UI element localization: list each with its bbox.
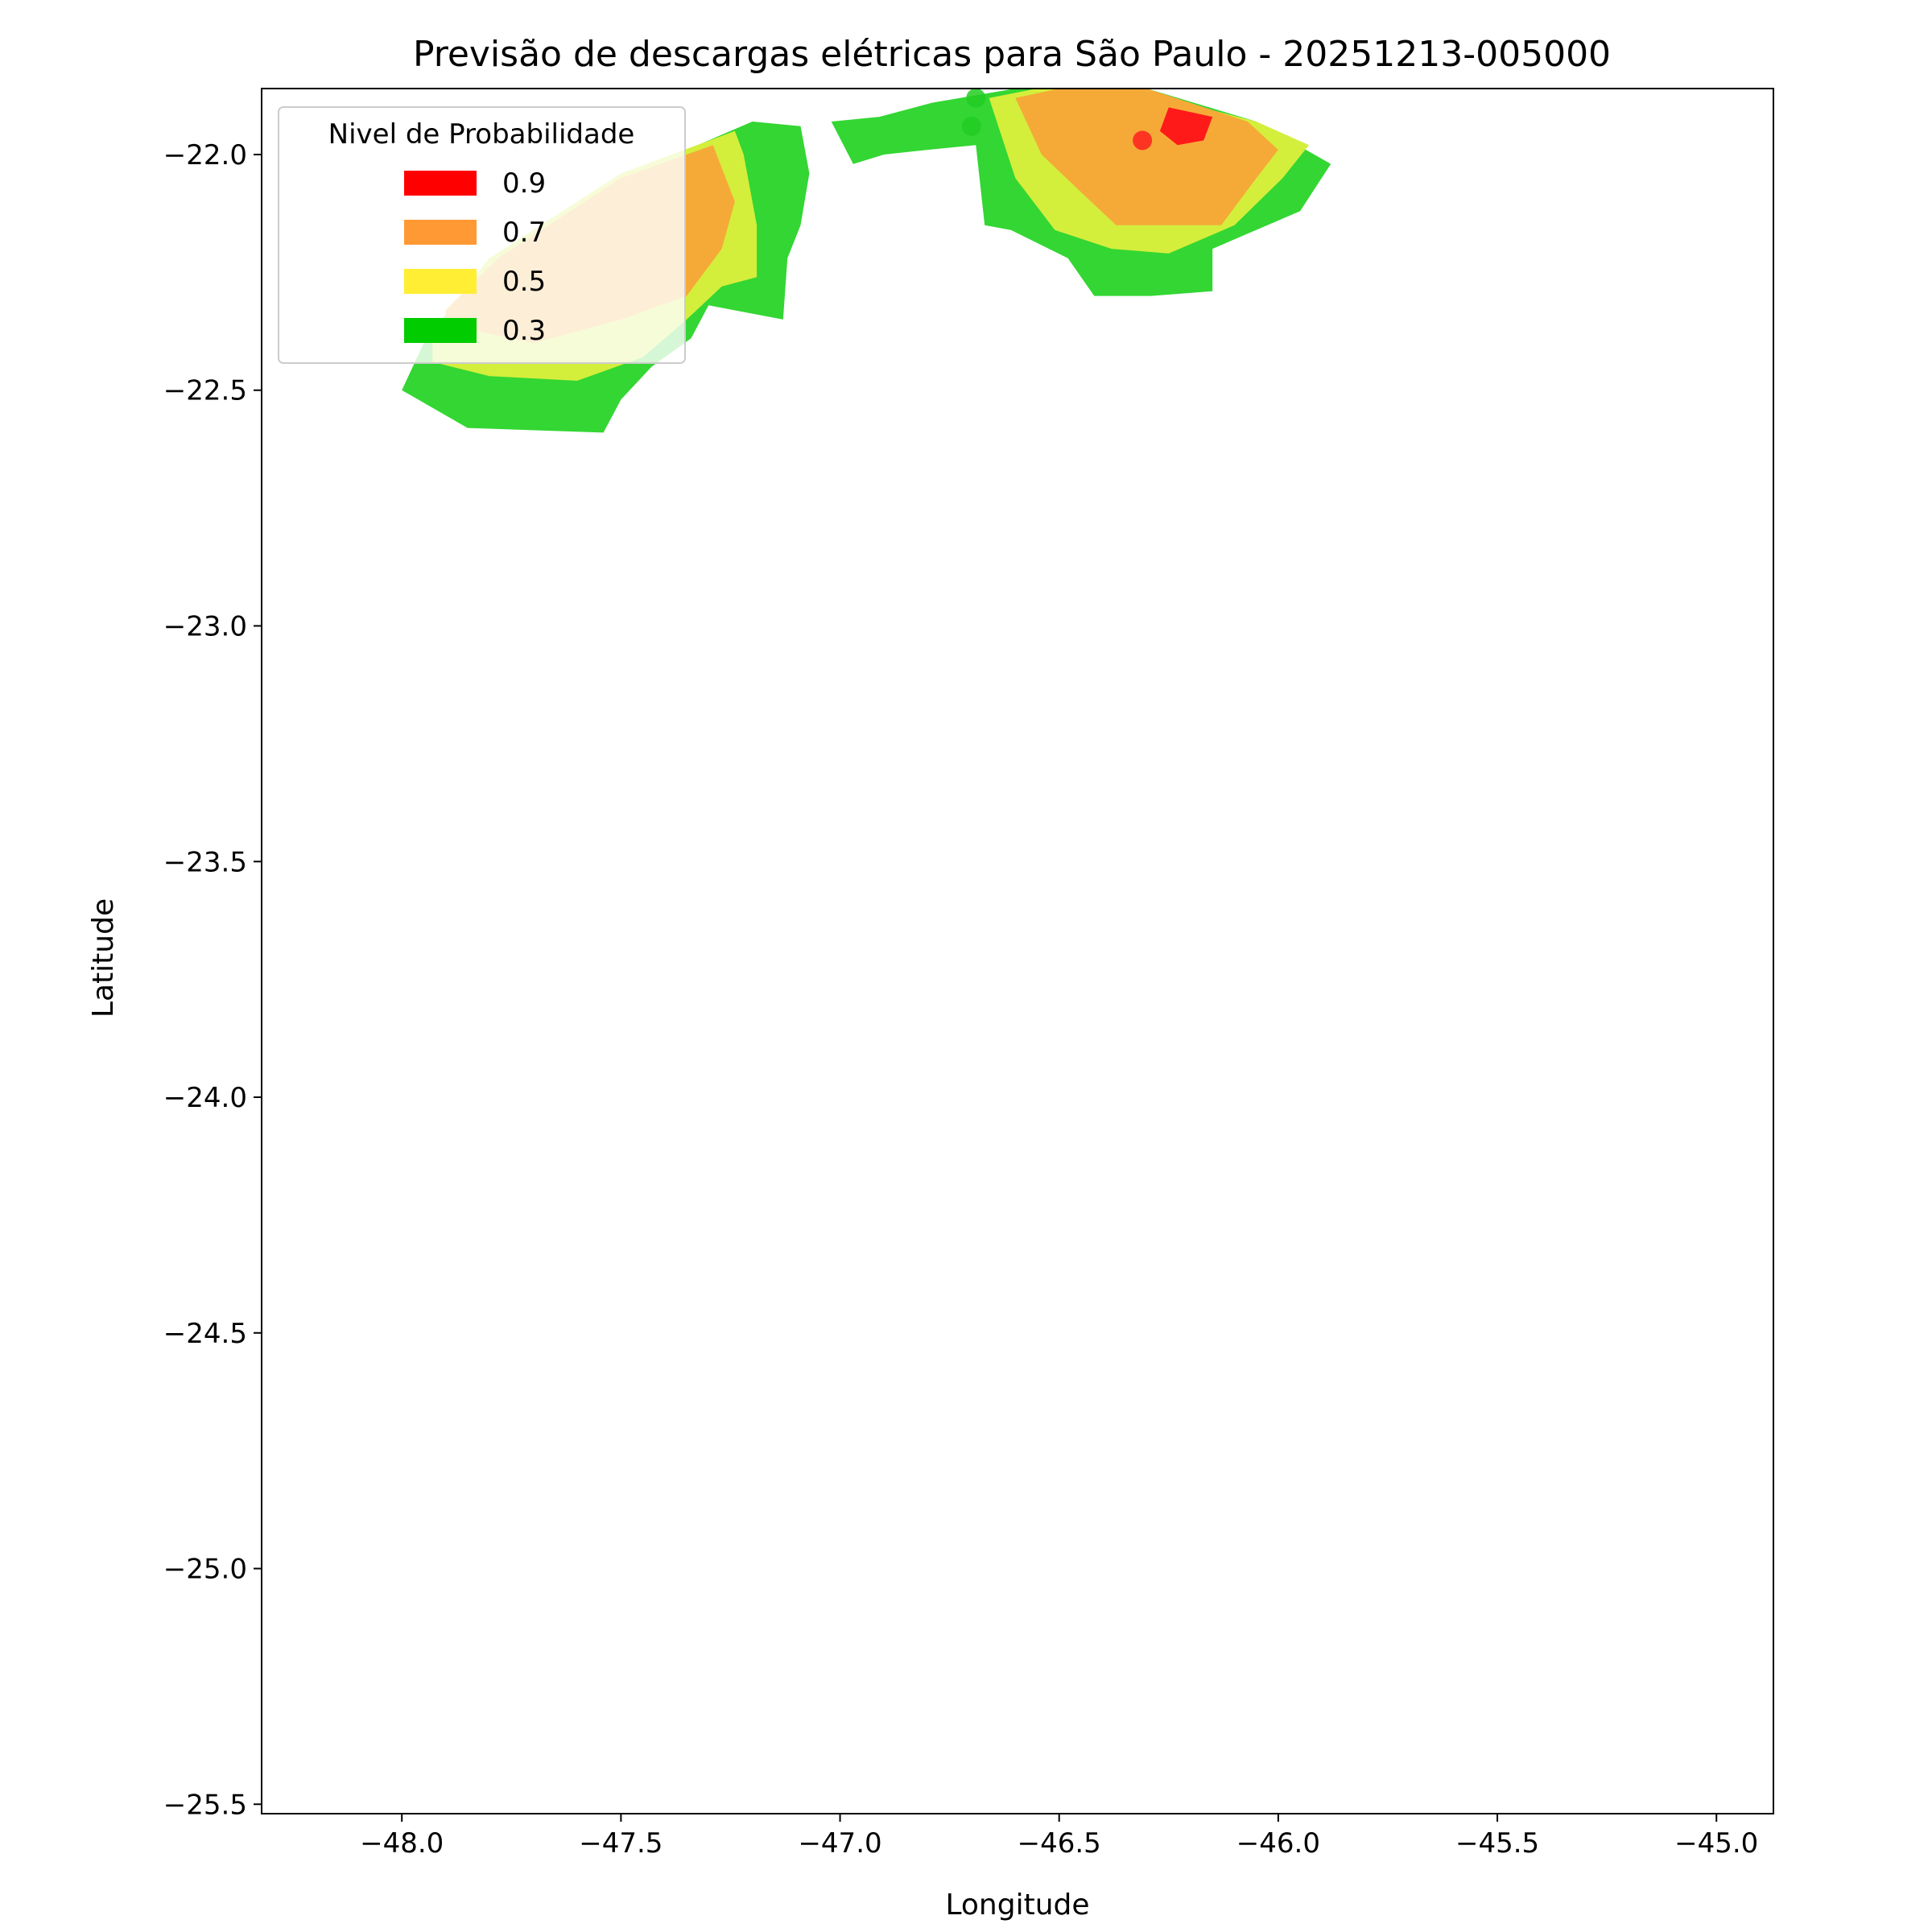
x-tick-label: −47.5 — [579, 1827, 663, 1860]
legend-entry-label: 0.3 — [502, 315, 546, 347]
y-tick-label: −24.0 — [163, 1082, 247, 1114]
legend-swatch-0 — [404, 171, 477, 196]
legend-entry-label: 0.7 — [502, 217, 546, 249]
plot-frame — [261, 88, 1774, 1814]
legend-entry-label: 0.9 — [502, 167, 546, 200]
strike-point-2 — [961, 116, 981, 136]
y-tick-label: −23.0 — [163, 610, 247, 642]
legend: Nivel de Probabilidade 0.9 0.7 0.5 0.3 — [278, 106, 686, 364]
strike-point-0 — [1133, 130, 1153, 151]
strike-point-1 — [966, 89, 986, 108]
x-tick-label: −46.5 — [1018, 1827, 1101, 1860]
x-tick-label: −48.0 — [360, 1827, 444, 1860]
region-0-9-6 — [1159, 107, 1213, 146]
y-tick-label: −23.5 — [163, 846, 247, 878]
chart-title: Previsão de descargas elétricas para São… — [413, 34, 1611, 75]
legend-box — [278, 106, 686, 364]
region-0-7-5 — [1015, 89, 1278, 225]
x-tick-label: −45.5 — [1455, 1827, 1539, 1860]
y-tick-label: −22.0 — [163, 139, 247, 171]
x-tick-label: −47.0 — [798, 1827, 881, 1860]
y-tick-label: −25.0 — [163, 1554, 247, 1586]
legend-swatch-3 — [404, 318, 477, 343]
x-axis-label: Longitude — [945, 1889, 1089, 1922]
x-axis-ticks: −48.0 −47.5 −47.0 −46.5 −46.0 −45.5 −45.0 — [360, 1814, 1758, 1860]
x-tick-label: −46.0 — [1236, 1827, 1320, 1860]
strike-points — [961, 89, 1153, 151]
y-axis-label: Latitude — [87, 898, 120, 1018]
y-tick-label: −22.5 — [163, 375, 247, 407]
y-axis-ticks: −22.0 −22.5 −23.0 −23.5 −24.0 −24.5 −25.0 −25.5 — [163, 139, 262, 1821]
y-tick-label: −25.5 — [163, 1789, 247, 1821]
legend-entry-label: 0.5 — [502, 266, 546, 298]
legend-swatch-1 — [404, 220, 477, 245]
y-tick-label: −24.5 — [163, 1318, 247, 1350]
legend-title: Nivel de Probabilidade — [328, 118, 635, 151]
x-tick-label: −45.0 — [1674, 1827, 1758, 1860]
legend-swatch-2 — [404, 269, 477, 294]
